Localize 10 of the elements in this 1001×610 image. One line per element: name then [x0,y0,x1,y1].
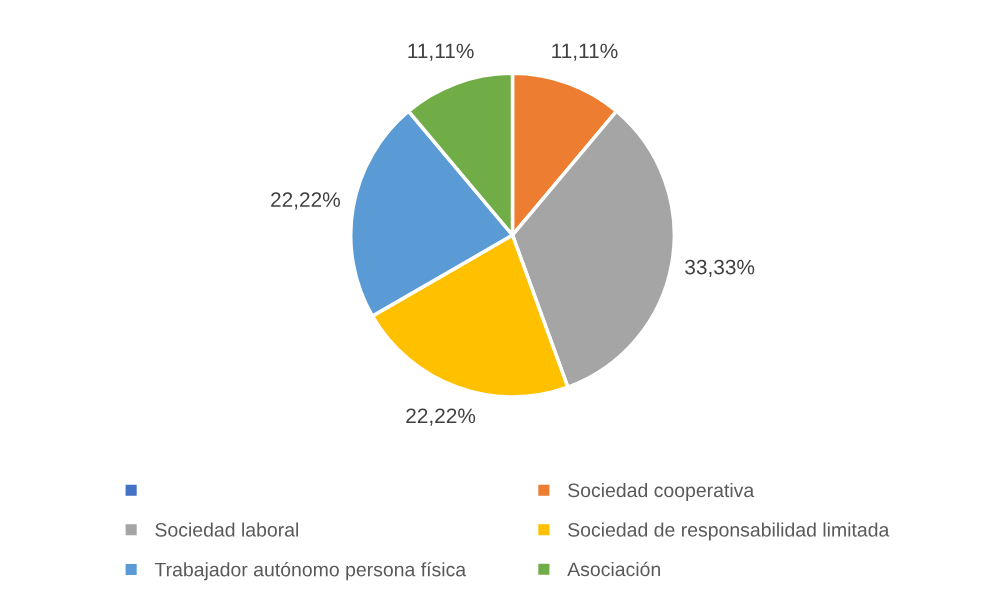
data-label: 11,11% [408,43,474,61]
legend-label: Sociedad cooperativa [568,482,755,502]
legend-label: Asociación [567,561,660,577]
legend-label: Trabajador autónomo persona física [154,561,467,581]
data-label: 22,22% [406,408,476,426]
data-label: 33,33% [685,259,755,277]
data-label: 11,11% [552,43,618,61]
data-label: 22,22% [271,192,340,210]
legend-label: Sociedad laboral [155,522,299,537]
legend-label: Sociedad de responsabilidad limitada [568,522,890,541]
